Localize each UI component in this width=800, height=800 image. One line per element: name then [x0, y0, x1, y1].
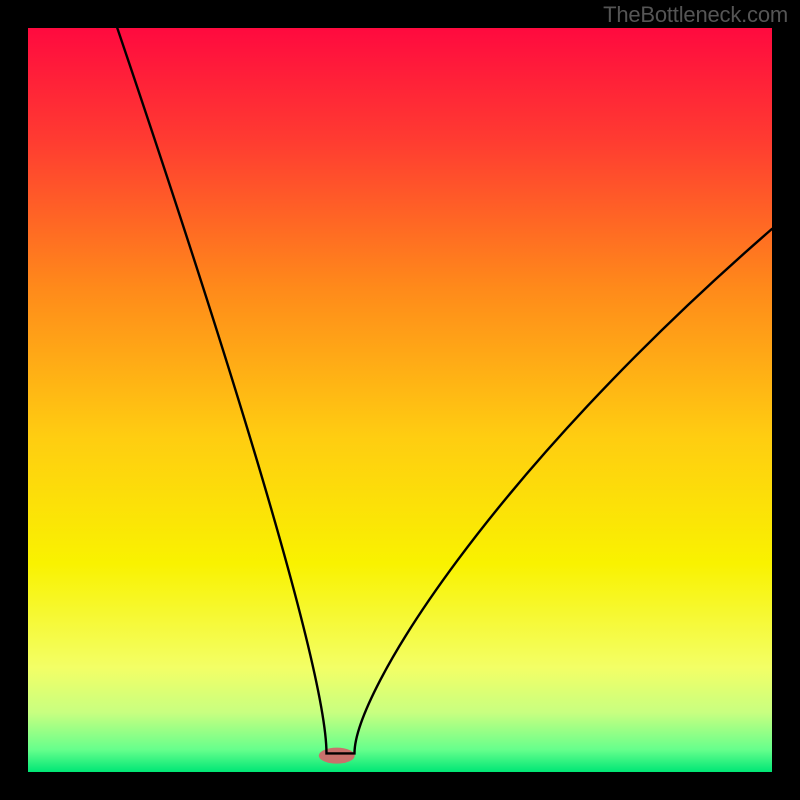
chart-container: TheBottleneck.com	[0, 0, 800, 800]
plot-background	[28, 28, 772, 772]
trough-marker	[319, 748, 355, 764]
bottleneck-curve-chart	[0, 0, 800, 800]
watermark-text: TheBottleneck.com	[603, 2, 788, 28]
